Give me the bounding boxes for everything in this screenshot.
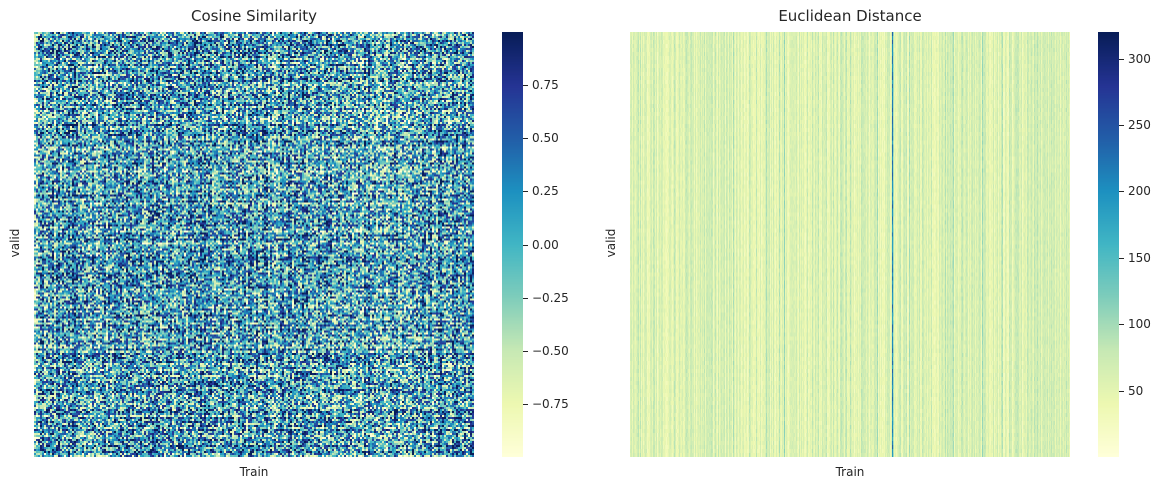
colorbar-tick-label: 100: [1128, 317, 1151, 331]
colorbar-tick-label: 0.50: [532, 131, 559, 145]
colorbar-tick-mark: [523, 85, 528, 86]
euclidean-colorbar: [1098, 32, 1119, 457]
cosine-chart-title: Cosine Similarity: [190, 7, 318, 25]
colorbar-tick-label: 0.25: [532, 184, 559, 198]
euclidean-x-axis-label: Train: [835, 465, 865, 479]
colorbar-tick-mark: [523, 351, 528, 352]
colorbar-tick-mark: [1119, 324, 1124, 325]
colorbar-tick-mark: [1119, 391, 1124, 392]
colorbar-tick-label: 250: [1128, 118, 1151, 132]
colorbar-tick-mark: [1119, 191, 1124, 192]
cosine-heatmap: [34, 32, 474, 457]
colorbar-tick-mark: [523, 298, 528, 299]
colorbar-tick-label: 200: [1128, 184, 1151, 198]
colorbar-tick-mark: [1119, 258, 1124, 259]
euclidean-y-axis-label: valid: [604, 228, 618, 258]
cosine-x-axis-label: Train: [239, 465, 269, 479]
colorbar-tick-mark: [523, 138, 528, 139]
colorbar-tick-label: 50: [1128, 384, 1144, 398]
colorbar-tick-label: −0.75: [532, 397, 569, 411]
euclidean-heatmap: [630, 32, 1070, 457]
colorbar-tick-mark: [523, 191, 528, 192]
colorbar-tick-label: 0.75: [532, 78, 559, 92]
colorbar-tick-mark: [1119, 125, 1124, 126]
colorbar-tick-label: −0.50: [532, 344, 569, 358]
colorbar-tick-mark: [1119, 59, 1124, 60]
euclidean-chart-title: Euclidean Distance: [778, 7, 922, 25]
colorbar-tick-label: −0.25: [532, 291, 569, 305]
colorbar-tick-label: 300: [1128, 52, 1151, 66]
colorbar-tick-label: 0.00: [532, 238, 559, 252]
colorbar-tick-mark: [523, 245, 528, 246]
cosine-y-axis-label: valid: [8, 228, 22, 258]
colorbar-tick-label: 150: [1128, 251, 1151, 265]
colorbar-tick-mark: [523, 404, 528, 405]
cosine-colorbar: [502, 32, 523, 457]
